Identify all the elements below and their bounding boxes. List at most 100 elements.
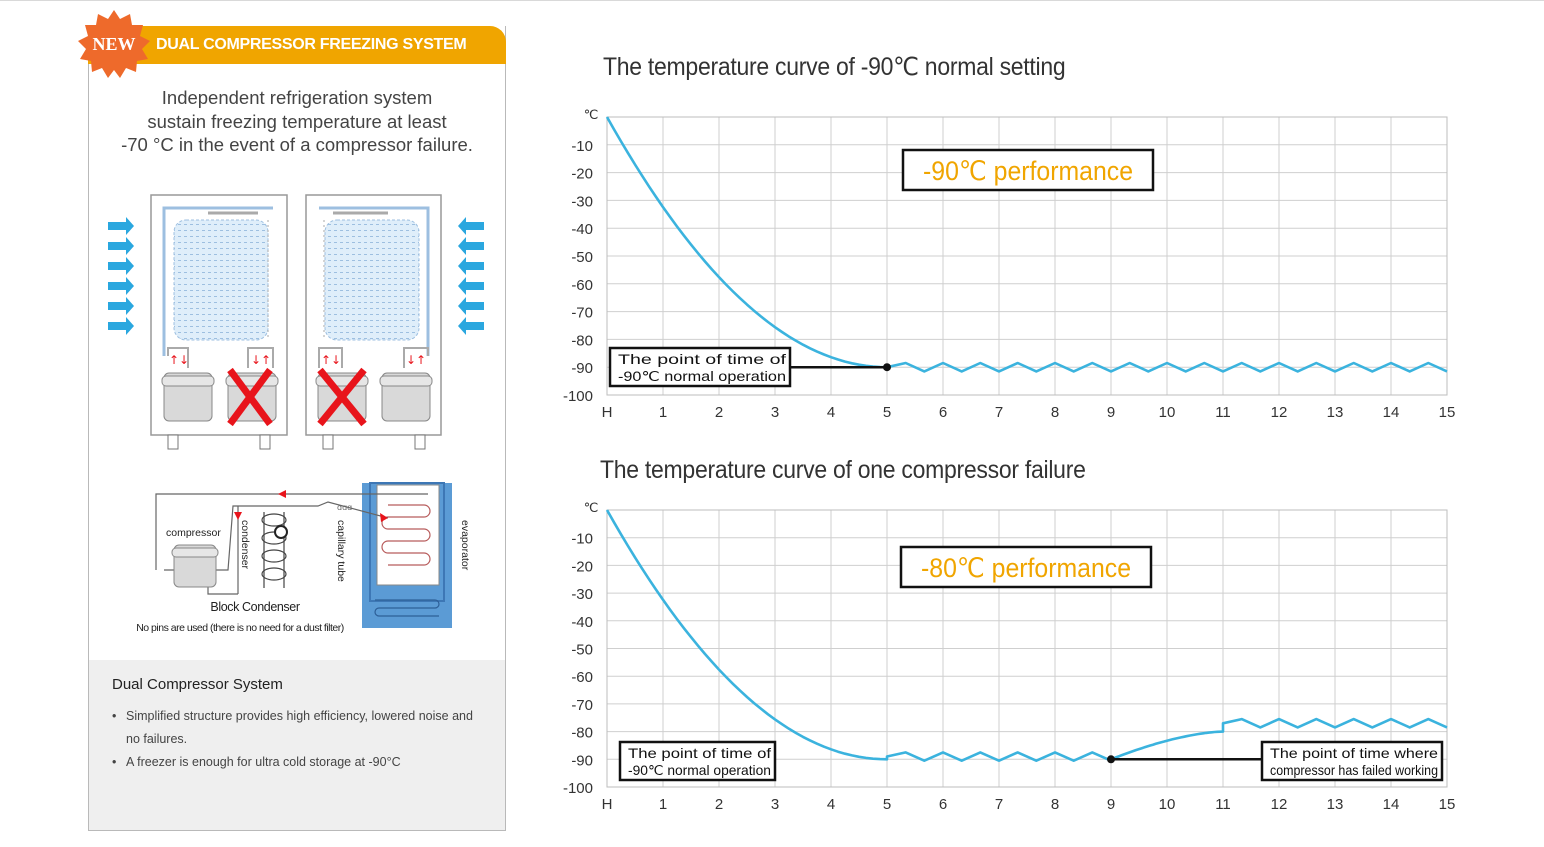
bullet-1-line-1: Simplified structure provides high effic… [126,709,473,723]
x-tick-label: 2 [715,404,723,421]
svg-text:ɑɑɑ: ɑɑɑ [337,503,352,512]
y-tick-label: -50 [571,642,593,659]
y-tick-label: -50 [571,249,593,266]
left-freezer-unit: ↑↓ ↓↑ [150,194,288,450]
y-tick-label: -10 [571,138,593,155]
performance-banner-box [901,148,1155,192]
x-tick-label: 6 [939,796,947,813]
system-summary-box [89,660,505,830]
intro-line-3: -70 °C in the event of a compressor fail… [121,134,473,155]
annotation-text-line: compressor has failed working [1270,762,1438,778]
y-tick-label: -60 [571,277,593,294]
x-tick-label: 4 [827,796,835,813]
bullet-1: • Simplified structure provides high eff… [112,705,492,751]
chart-1-title: The temperature curve of -90℃ normal set… [603,53,1066,81]
x-tick-label: 14 [1383,796,1400,813]
x-tick-label: 11 [1215,404,1231,421]
evaporator-label: evaporator [459,520,471,571]
freezer-diagram: ↑↓ ↓↑ ↑↓ ↓↑ [108,194,484,628]
x-tick-label: 5 [883,796,891,813]
x-tick-label: 8 [1051,796,1059,813]
x-tick-label: 1 [659,404,667,421]
x-tick-label: 3 [771,404,779,421]
bullet-1-line-2: no failures. [126,732,188,746]
bullet-2-line-1: A freezer is enough for ultra cold stora… [126,755,401,769]
y-tick-label: -60 [571,669,593,686]
refrigeration-circuit: ɑɑɑ compressor condenser capillary tube … [155,482,471,628]
y-tick-label: -90 [571,752,593,769]
airflow-in-arrows-icon [108,217,134,335]
performance-banner-label: -90℃ performance [923,156,1133,186]
x-tick-label: 11 [1215,796,1231,813]
performance-banner-label: -80℃ performance [921,553,1131,583]
y-tick-label: -90 [571,360,593,377]
x-tick-label: 12 [1271,796,1288,813]
y-tick-label: -30 [571,586,593,603]
block-condenser-caption: Block Condenser [210,600,300,614]
y-tick-label: -40 [571,221,593,238]
x-tick-label: 1 [659,796,667,813]
compressor-label: compressor [166,527,221,539]
intro-line-2: sustain freezing temperature at least [147,110,447,132]
x-tick-label: 9 [1107,404,1115,421]
performance-banner-box [899,545,1153,589]
plot-frame [606,116,1448,396]
capillary-tube-label: capillary tube [335,520,347,582]
x-tick-label: 15 [1439,404,1456,421]
panel-title: DUAL COMPRESSOR FREEZING SYSTEM [156,36,467,53]
x-tick-label: 7 [995,796,1003,813]
annotation-text-line: The point of time of [618,351,786,367]
y-tick-label: -20 [571,558,593,575]
y-tick-label: -20 [571,166,593,183]
system-title: Dual Compressor System [112,676,283,693]
x-tick-label: 7 [995,404,1003,421]
x-tick-label: 5 [883,404,891,421]
y-tick-label: -100 [563,780,593,797]
y-tick-label: -80 [571,725,593,742]
chart-2 [605,509,1448,788]
x-tick-label: 15 [1439,796,1456,813]
annotation-point-marker [1107,755,1115,764]
new-badge-starburst-icon [78,10,150,78]
x-tick-label: 10 [1159,796,1176,813]
x-tick-label: 13 [1327,404,1344,421]
annotation-text-line: -90℃ normal operation [628,762,771,778]
x-tick-label: 2 [715,796,723,813]
x-tick-label: 9 [1107,796,1115,813]
annotation-box [608,346,792,388]
plot-frame [606,509,1448,788]
x-tick-label: 12 [1271,404,1288,421]
annotation-box [1260,740,1444,782]
x-tick-label: 3 [771,796,779,813]
intro-text: Independent refrigeration system sustain… [92,86,502,157]
x-tick-label: 6 [939,404,947,421]
annotation-text-line: The point of time where [1270,745,1438,761]
svg-text:↑↓: ↑↓ [321,353,341,367]
bullet-2: • A freezer is enough for ultra cold sto… [112,751,492,774]
x-tick-label: 4 [827,404,835,421]
x-tick-label: 14 [1383,404,1400,421]
block-condenser-note: No pins are used (there is no need for a… [136,622,344,634]
chart-2-title: The temperature curve of one compressor … [600,456,1086,484]
bullet-dot: • [112,709,117,723]
chart-1 [605,116,1448,396]
y-unit-label: ℃ [584,107,599,122]
x-tick-label: 10 [1159,404,1176,421]
annotation-text-line: -90℃ normal operation [618,368,786,384]
y-tick-label: -100 [563,388,593,405]
x-tick-label: H [602,404,613,421]
y-tick-label: -40 [571,614,593,631]
annotation-point-marker [883,363,891,372]
x-tick-label: 8 [1051,404,1059,421]
svg-text:↓↑: ↓↑ [251,353,271,367]
airflow-out-arrows-icon [458,217,484,335]
y-tick-label: -80 [571,332,593,349]
panel-header-bar [88,26,506,64]
svg-text:↑↓: ↑↓ [169,353,189,367]
x-tick-label: H [602,796,613,813]
y-tick-label: -70 [571,697,593,714]
annotation-text-line: The point of time of [628,745,771,761]
right-freezer-unit: ↑↓ ↓↑ [305,194,442,450]
y-tick-label: -30 [571,193,593,210]
